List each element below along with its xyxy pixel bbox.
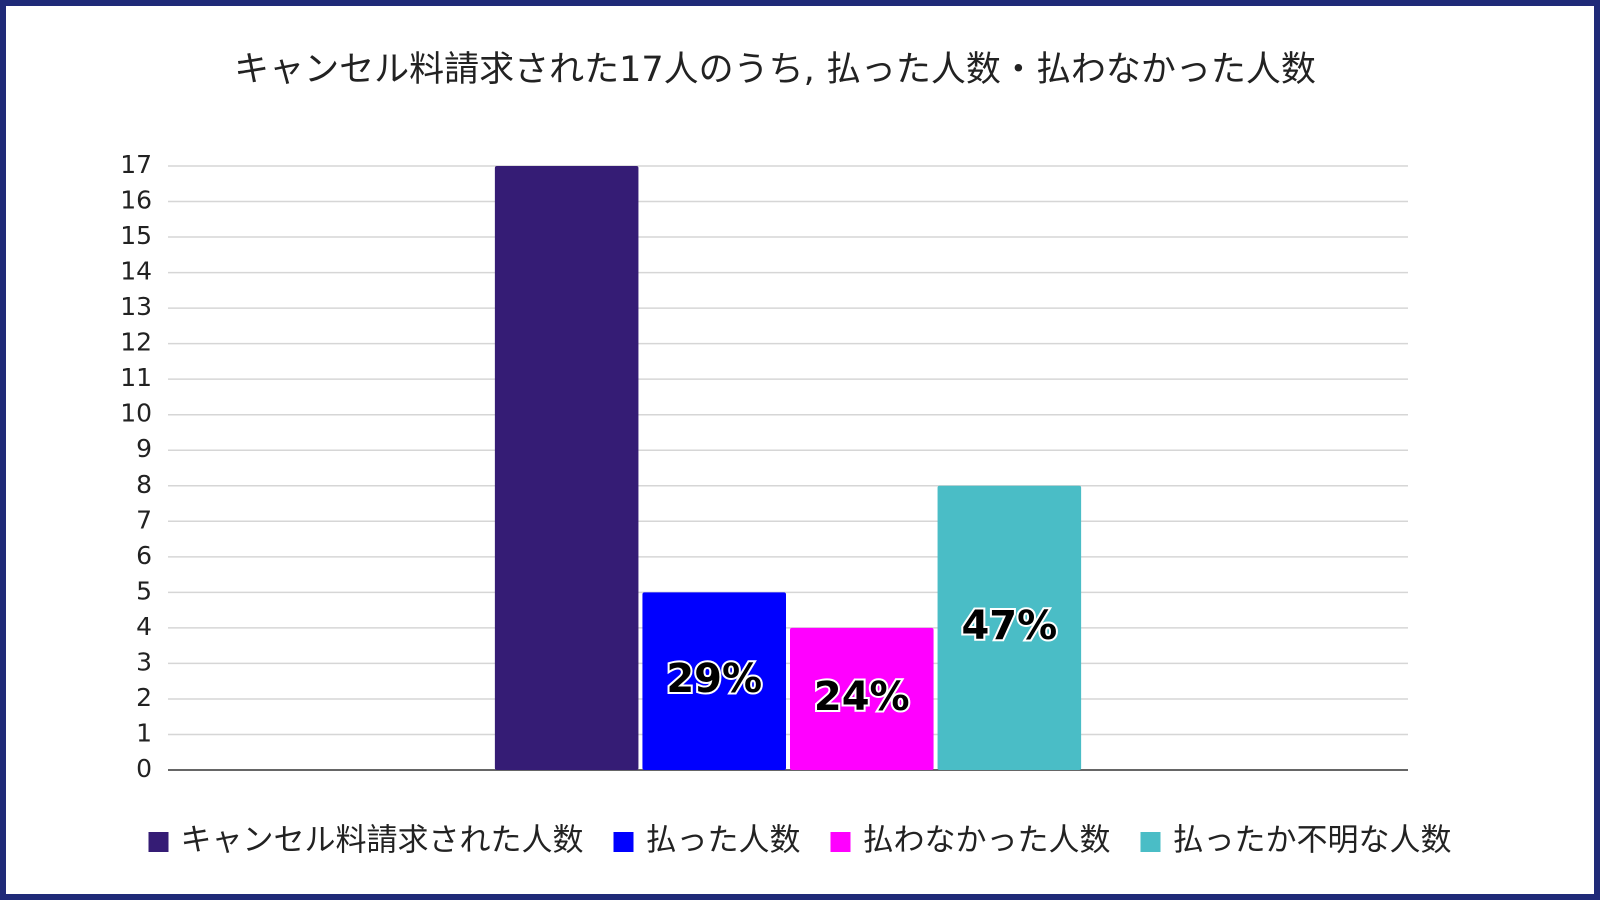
annotation: 24%: [814, 674, 910, 720]
y-tick-label: 10: [120, 399, 152, 428]
legend-label: 払わなかった人数: [863, 823, 1111, 859]
y-tick-label: 15: [120, 221, 152, 250]
legend-swatch: [613, 832, 634, 852]
y-tick-label: 16: [120, 186, 152, 215]
bar: [642, 592, 786, 770]
y-tick-label: 14: [120, 257, 152, 286]
annotation: 47%: [961, 603, 1057, 649]
legend-swatch: [1140, 832, 1161, 852]
legend-label: 払った人数: [646, 823, 801, 859]
annotation: 29%: [666, 656, 762, 702]
y-tick-label: 8: [136, 470, 152, 499]
y-tick-label: 3: [136, 647, 152, 676]
y-tick-label: 0: [136, 754, 152, 783]
y-tick-label: 11: [120, 363, 152, 392]
y-tick-label: 4: [136, 612, 152, 641]
y-tick-label: 1: [136, 718, 152, 747]
y-tick-label: 9: [136, 434, 152, 463]
legend-swatch: [830, 832, 851, 852]
chart-title: キャンセル料請求された17人のうち, 払った人数・払わなかった人数: [234, 50, 1316, 90]
legend-swatch: [148, 832, 169, 852]
y-tick-label: 17: [120, 150, 152, 179]
y-tick-label: 2: [136, 683, 152, 712]
legend-label: 払ったか不明な人数: [1173, 823, 1452, 859]
y-tick-label: 13: [120, 292, 152, 321]
y-tick-label: 6: [136, 541, 152, 570]
y-tick-label: 5: [136, 576, 152, 605]
legend-label: キャンセル料請求された人数: [181, 823, 584, 859]
bar: [494, 166, 639, 770]
bar: [937, 485, 1082, 770]
y-tick-label: 7: [136, 505, 152, 534]
y-tick-label: 12: [120, 328, 152, 357]
bar: [790, 627, 934, 770]
